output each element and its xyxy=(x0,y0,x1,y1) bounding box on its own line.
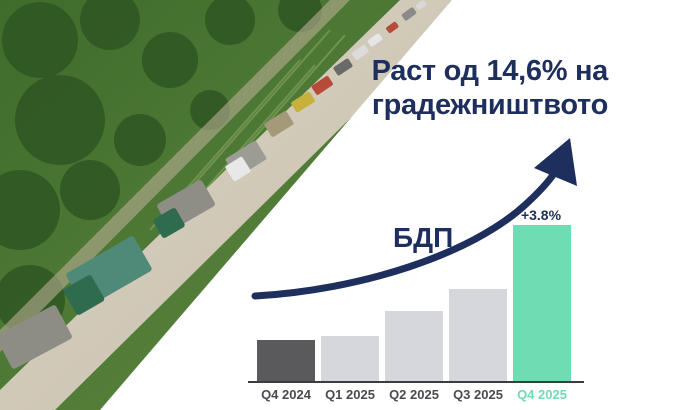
category-label-q4-2024: Q4 2024 xyxy=(261,387,311,402)
bar-q4-2024 xyxy=(257,340,315,381)
category-label-q1-2025: Q1 2025 xyxy=(325,387,375,402)
category-label-q4-2025: Q4 2025 xyxy=(517,387,567,402)
headline-line-1: Раст од 14,6% на xyxy=(371,55,609,87)
category-label-q2-2025: Q2 2025 xyxy=(389,387,439,402)
bar-q3-2025 xyxy=(449,289,507,381)
gdp-indicator-label: БДП xyxy=(393,222,454,253)
headline-line-2: градежништвото xyxy=(371,89,608,121)
bar-q1-2025 xyxy=(321,336,379,381)
bar-q4-2025 xyxy=(513,225,571,381)
chart-baseline xyxy=(248,381,584,383)
category-label-q3-2025: Q3 2025 xyxy=(453,387,503,402)
bar-q2-2025 xyxy=(385,311,443,381)
data-label-q4-2025: +3.8% xyxy=(520,207,562,223)
